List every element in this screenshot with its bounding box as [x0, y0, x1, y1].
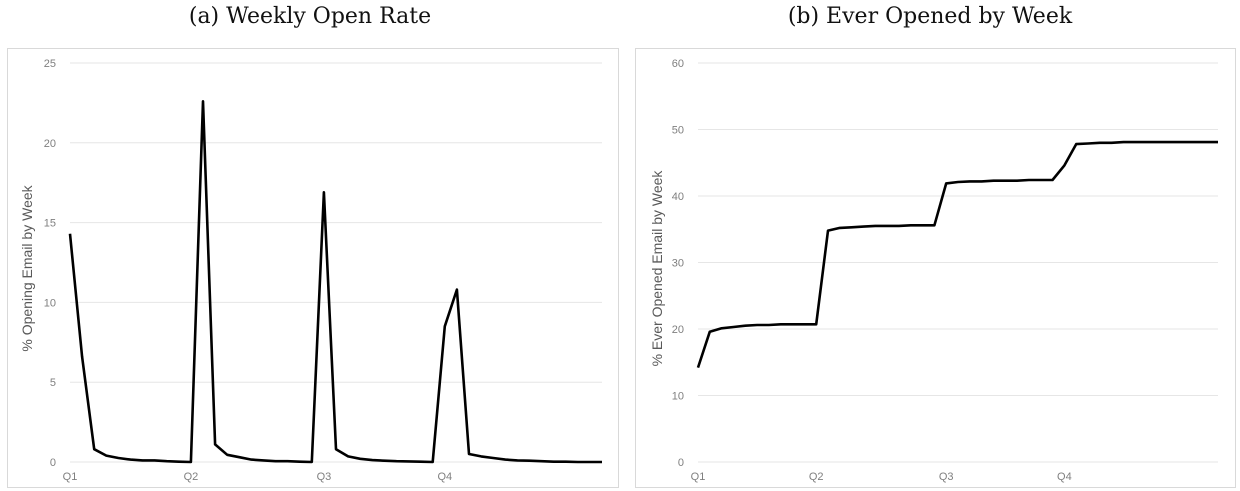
chart-a-series-line: [68, 99, 602, 464]
chart-b-y-tick-label: 10: [672, 391, 684, 403]
chart-a-y-tick-label: 5: [50, 377, 56, 389]
chart-a-plot: 0 5 10 15 20 25 Q1 Q2 Q3 Q4 % Opening Email by Wee…: [19, 58, 602, 483]
chart-b-y-tick-label: 50: [672, 125, 684, 137]
chart-b-y-axis-title: % Ever Opened Email by Week: [649, 170, 665, 367]
chart-b-x-tick-label: Q4: [1057, 471, 1072, 483]
panel-title-b: (b) Ever Opened by Week: [787, 4, 1073, 29]
chart-b-series-line: [696, 140, 1218, 369]
chart-a-y-axis-title: % Opening Email by Week: [19, 184, 35, 351]
chart-a-y-tick-label: 25: [44, 58, 56, 70]
chart-a-x-tick-label: Q2: [184, 471, 199, 483]
chart-a-y-tick-label: 15: [44, 218, 56, 230]
chart-b-y-tick-label: 40: [672, 191, 684, 203]
chart-b-frame: 0 10 20 30 40 50 60 Q1 Q2 Q3 Q4 % Ever Opened Email…: [635, 48, 1236, 488]
chart-a-y-tick-label: 20: [44, 138, 56, 150]
chart-a-x-tick-label: Q1: [63, 471, 78, 483]
chart-a-y-tick-label: 10: [44, 297, 56, 309]
chart-b-y-tick-label: 20: [672, 324, 684, 336]
chart-b-plot: 0 10 20 30 40 50 60 Q1 Q2 Q3 Q4 % Ever Opened Email…: [649, 58, 1218, 483]
chart-b-x-tick-label: Q1: [691, 471, 706, 483]
chart-b-y-tick-label: 0: [678, 457, 684, 469]
chart-a-y-tick-label: 0: [50, 457, 56, 469]
chart-a-frame: 0 5 10 15 20 25 Q1 Q2 Q3 Q4 % Opening Email by Wee…: [7, 48, 619, 488]
chart-b-y-tick-label: 60: [672, 58, 684, 70]
chart-b-y-tick-label: 30: [672, 258, 684, 270]
panel-title-a: (a) Weekly Open Rate: [188, 4, 432, 29]
chart-a-x-tick-label: Q3: [317, 471, 332, 483]
chart-b-x-tick-label: Q2: [809, 471, 824, 483]
chart-a-x-tick-label: Q4: [437, 471, 452, 483]
chart-b-x-tick-label: Q3: [939, 471, 954, 483]
